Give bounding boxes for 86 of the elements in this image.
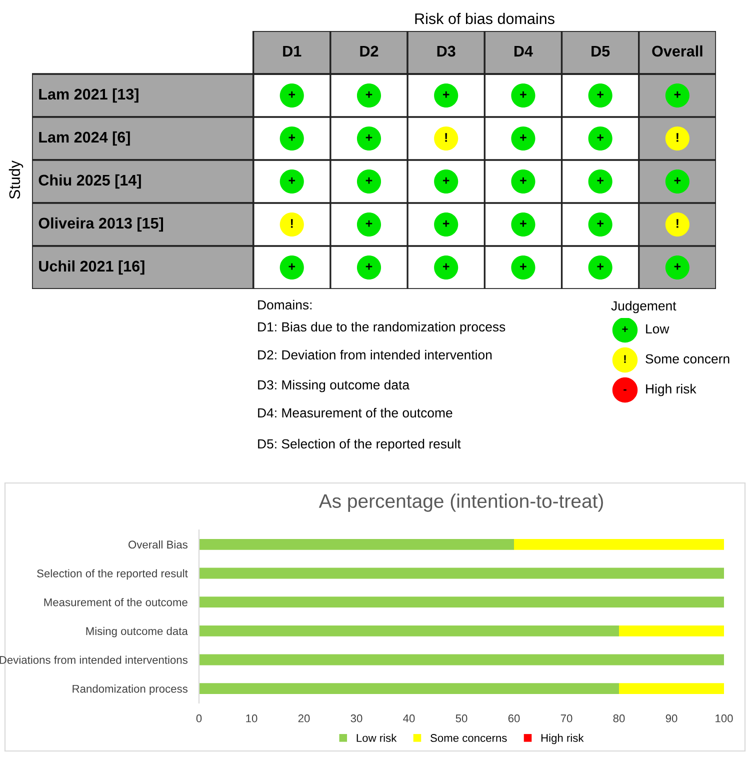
x-tick-label: 10 (246, 714, 258, 722)
text: + (520, 220, 526, 227)
bar (199, 654, 724, 666)
chart-title: As percentage (intention-to-treat) (318, 494, 603, 512)
text: + (674, 91, 681, 98)
x-tick-label: 40 (403, 714, 415, 722)
x-tick-label: 0 (196, 714, 202, 722)
text: + (366, 91, 372, 98)
text: + (597, 177, 604, 184)
y-tick-label: Oliveira 2013 [15] (38, 217, 164, 232)
text: + (597, 220, 604, 227)
text: + (597, 134, 604, 141)
text: D2: Deviation from intended intervention (258, 350, 492, 360)
y-tick-label: Deviations from intended interventions (0, 656, 188, 664)
text: ! (290, 219, 293, 228)
text: D1: Bias due to the randomization process (258, 322, 506, 334)
x-tick-label: Overall (652, 45, 702, 57)
text: + (520, 91, 526, 98)
text: + (597, 263, 604, 270)
x-tick-label: D2 (360, 46, 378, 56)
text: Domains: (258, 300, 312, 310)
text: + (288, 263, 296, 270)
bar (514, 538, 724, 550)
color-bar-title: Judgement (611, 300, 676, 314)
x-tick-label: D1 (283, 46, 302, 56)
text: + (442, 263, 450, 270)
text: + (597, 91, 604, 98)
text: ! (445, 133, 447, 142)
bar (199, 538, 514, 550)
y-tick-label: Mising outcome data (86, 626, 188, 638)
text: + (674, 263, 681, 270)
y-tick-label: Chiu 2025 [14] (38, 174, 141, 189)
y-tick-label: Lam 2021 [13] (39, 88, 138, 103)
x-tick-label: 90 (666, 714, 678, 722)
y-tick-label: Overall Bias (128, 540, 188, 549)
bar (199, 568, 724, 579)
text: + (366, 263, 372, 270)
text: D5: Selection of the reported result (258, 438, 461, 452)
text: High risk (646, 384, 696, 396)
x-tick-label: 100 (716, 714, 733, 722)
text: + (674, 177, 681, 184)
text: + (288, 177, 296, 184)
text: + (288, 91, 296, 98)
text: + (442, 220, 450, 227)
y-tick-label: Uchil 2021 [16] (39, 260, 144, 275)
x-tick-label: 20 (298, 714, 310, 722)
y-tick-label: Randomization process (72, 684, 188, 695)
text: Some concern (646, 354, 730, 364)
x-tick-label: D4 (514, 46, 533, 56)
text: + (366, 177, 372, 184)
y-tick-label: Lam 2024 [6] (39, 131, 130, 146)
legend-label: Some concerns (430, 734, 507, 742)
text: + (442, 91, 450, 98)
x-tick-label: 30 (350, 714, 362, 722)
bar (619, 625, 724, 636)
text: - (624, 389, 626, 391)
text: + (520, 134, 526, 141)
x-tick-label: 70 (560, 714, 572, 722)
x-tick-label: 50 (456, 714, 468, 722)
x-tick-label: 80 (613, 714, 625, 722)
legend-label: High risk (541, 734, 584, 744)
text: + (366, 134, 372, 141)
chart-title: Risk of bias domains (415, 12, 554, 24)
x-tick-label: 60 (508, 714, 520, 722)
text: ! (676, 219, 678, 228)
bar (199, 683, 619, 694)
text: ! (676, 133, 678, 142)
text: + (442, 177, 450, 184)
bar (199, 625, 619, 636)
bar (619, 683, 724, 694)
x-tick-label: D5 (592, 46, 610, 57)
text: ! (624, 355, 626, 363)
text: + (366, 220, 372, 227)
text: + (520, 177, 526, 184)
y-tick-label: Selection of the reported result (37, 569, 188, 580)
legend-label: Low risk (356, 734, 397, 742)
bar (199, 596, 724, 608)
text: + (622, 326, 628, 332)
text: + (520, 263, 526, 270)
y-tick-label: Measurement of the outcome (44, 598, 188, 606)
text: D4: Measurement of the outcome (258, 408, 452, 418)
text: D3: Missing outcome data (258, 380, 410, 392)
x-tick-label: D3 (437, 46, 456, 57)
text: Low (646, 324, 670, 334)
text: + (288, 134, 296, 141)
y-axis-title: Study (8, 160, 24, 199)
